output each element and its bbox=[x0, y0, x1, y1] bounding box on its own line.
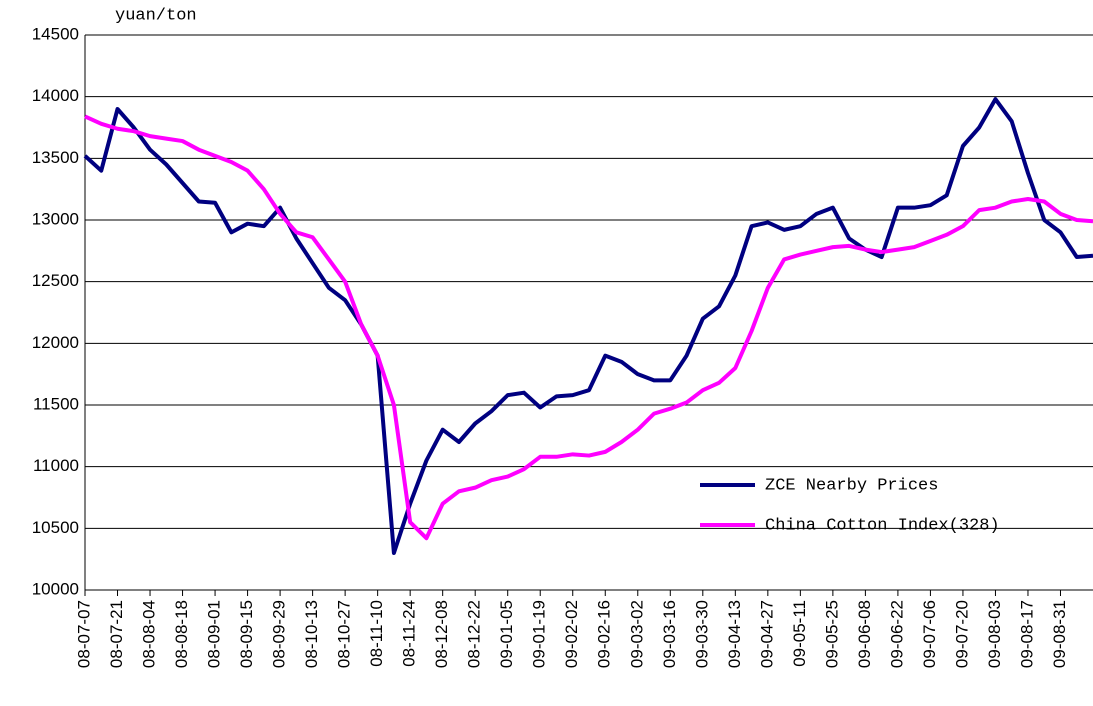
x-tick-label: 08-07-21 bbox=[107, 600, 126, 668]
x-tick-label: 08-09-15 bbox=[237, 600, 256, 668]
x-tick-label: 08-11-10 bbox=[367, 600, 386, 667]
y-unit-label: yuan/ton bbox=[115, 6, 197, 25]
x-tick-label: 09-01-19 bbox=[530, 600, 549, 668]
y-tick-label: 10500 bbox=[32, 518, 79, 537]
x-tick-label: 09-07-06 bbox=[920, 600, 939, 668]
legend-label: ZCE Nearby Prices bbox=[765, 476, 938, 495]
x-tick-label: 09-03-02 bbox=[627, 600, 646, 668]
x-tick-label: 08-12-08 bbox=[432, 600, 451, 668]
x-tick-label: 09-04-13 bbox=[725, 600, 744, 668]
x-tick-label: 09-04-27 bbox=[757, 600, 776, 668]
x-tick-label: 09-05-11 bbox=[790, 600, 809, 667]
x-tick-label: 09-08-17 bbox=[1017, 600, 1036, 668]
x-tick-label: 09-02-02 bbox=[562, 600, 581, 668]
x-tick-label: 08-10-27 bbox=[335, 600, 354, 668]
x-tick-label: 09-02-16 bbox=[595, 600, 614, 668]
y-tick-label: 10000 bbox=[32, 579, 79, 598]
y-tick-label: 12500 bbox=[32, 271, 79, 290]
x-tick-label: 08-11-24 bbox=[400, 600, 419, 667]
x-tick-label: 09-08-03 bbox=[985, 600, 1004, 668]
x-tick-label: 09-01-05 bbox=[497, 600, 516, 668]
y-tick-label: 13500 bbox=[32, 148, 79, 167]
legend-label: China Cotton Index(328) bbox=[765, 516, 1000, 535]
x-tick-label: 08-08-04 bbox=[140, 600, 159, 668]
x-tick-label: 08-08-18 bbox=[172, 600, 191, 668]
x-tick-label: 08-09-01 bbox=[205, 600, 224, 668]
x-tick-label: 09-05-25 bbox=[822, 600, 841, 668]
x-tick-label: 09-03-30 bbox=[692, 600, 711, 668]
x-tick-label: 09-06-08 bbox=[855, 600, 874, 668]
x-tick-label: 08-10-13 bbox=[302, 600, 321, 668]
y-tick-label: 11000 bbox=[33, 456, 79, 475]
y-tick-label: 11500 bbox=[33, 394, 79, 413]
series-line bbox=[84, 114, 1093, 541]
y-tick-label: 14000 bbox=[32, 86, 79, 105]
x-tick-label: 09-06-22 bbox=[887, 600, 906, 668]
y-tick-label: 13000 bbox=[32, 209, 79, 228]
x-tick-label: 08-12-22 bbox=[465, 600, 484, 668]
x-tick-label: 08-09-29 bbox=[270, 600, 289, 668]
y-tick-label: 14500 bbox=[32, 24, 79, 43]
x-tick-label: 09-03-16 bbox=[660, 600, 679, 668]
x-tick-label: 09-08-31 bbox=[1050, 600, 1069, 668]
series-line bbox=[83, 97, 1093, 555]
x-tick-label: 08-07-07 bbox=[74, 600, 93, 668]
x-tick-label: 09-07-20 bbox=[952, 600, 971, 668]
y-tick-label: 12000 bbox=[32, 333, 79, 352]
